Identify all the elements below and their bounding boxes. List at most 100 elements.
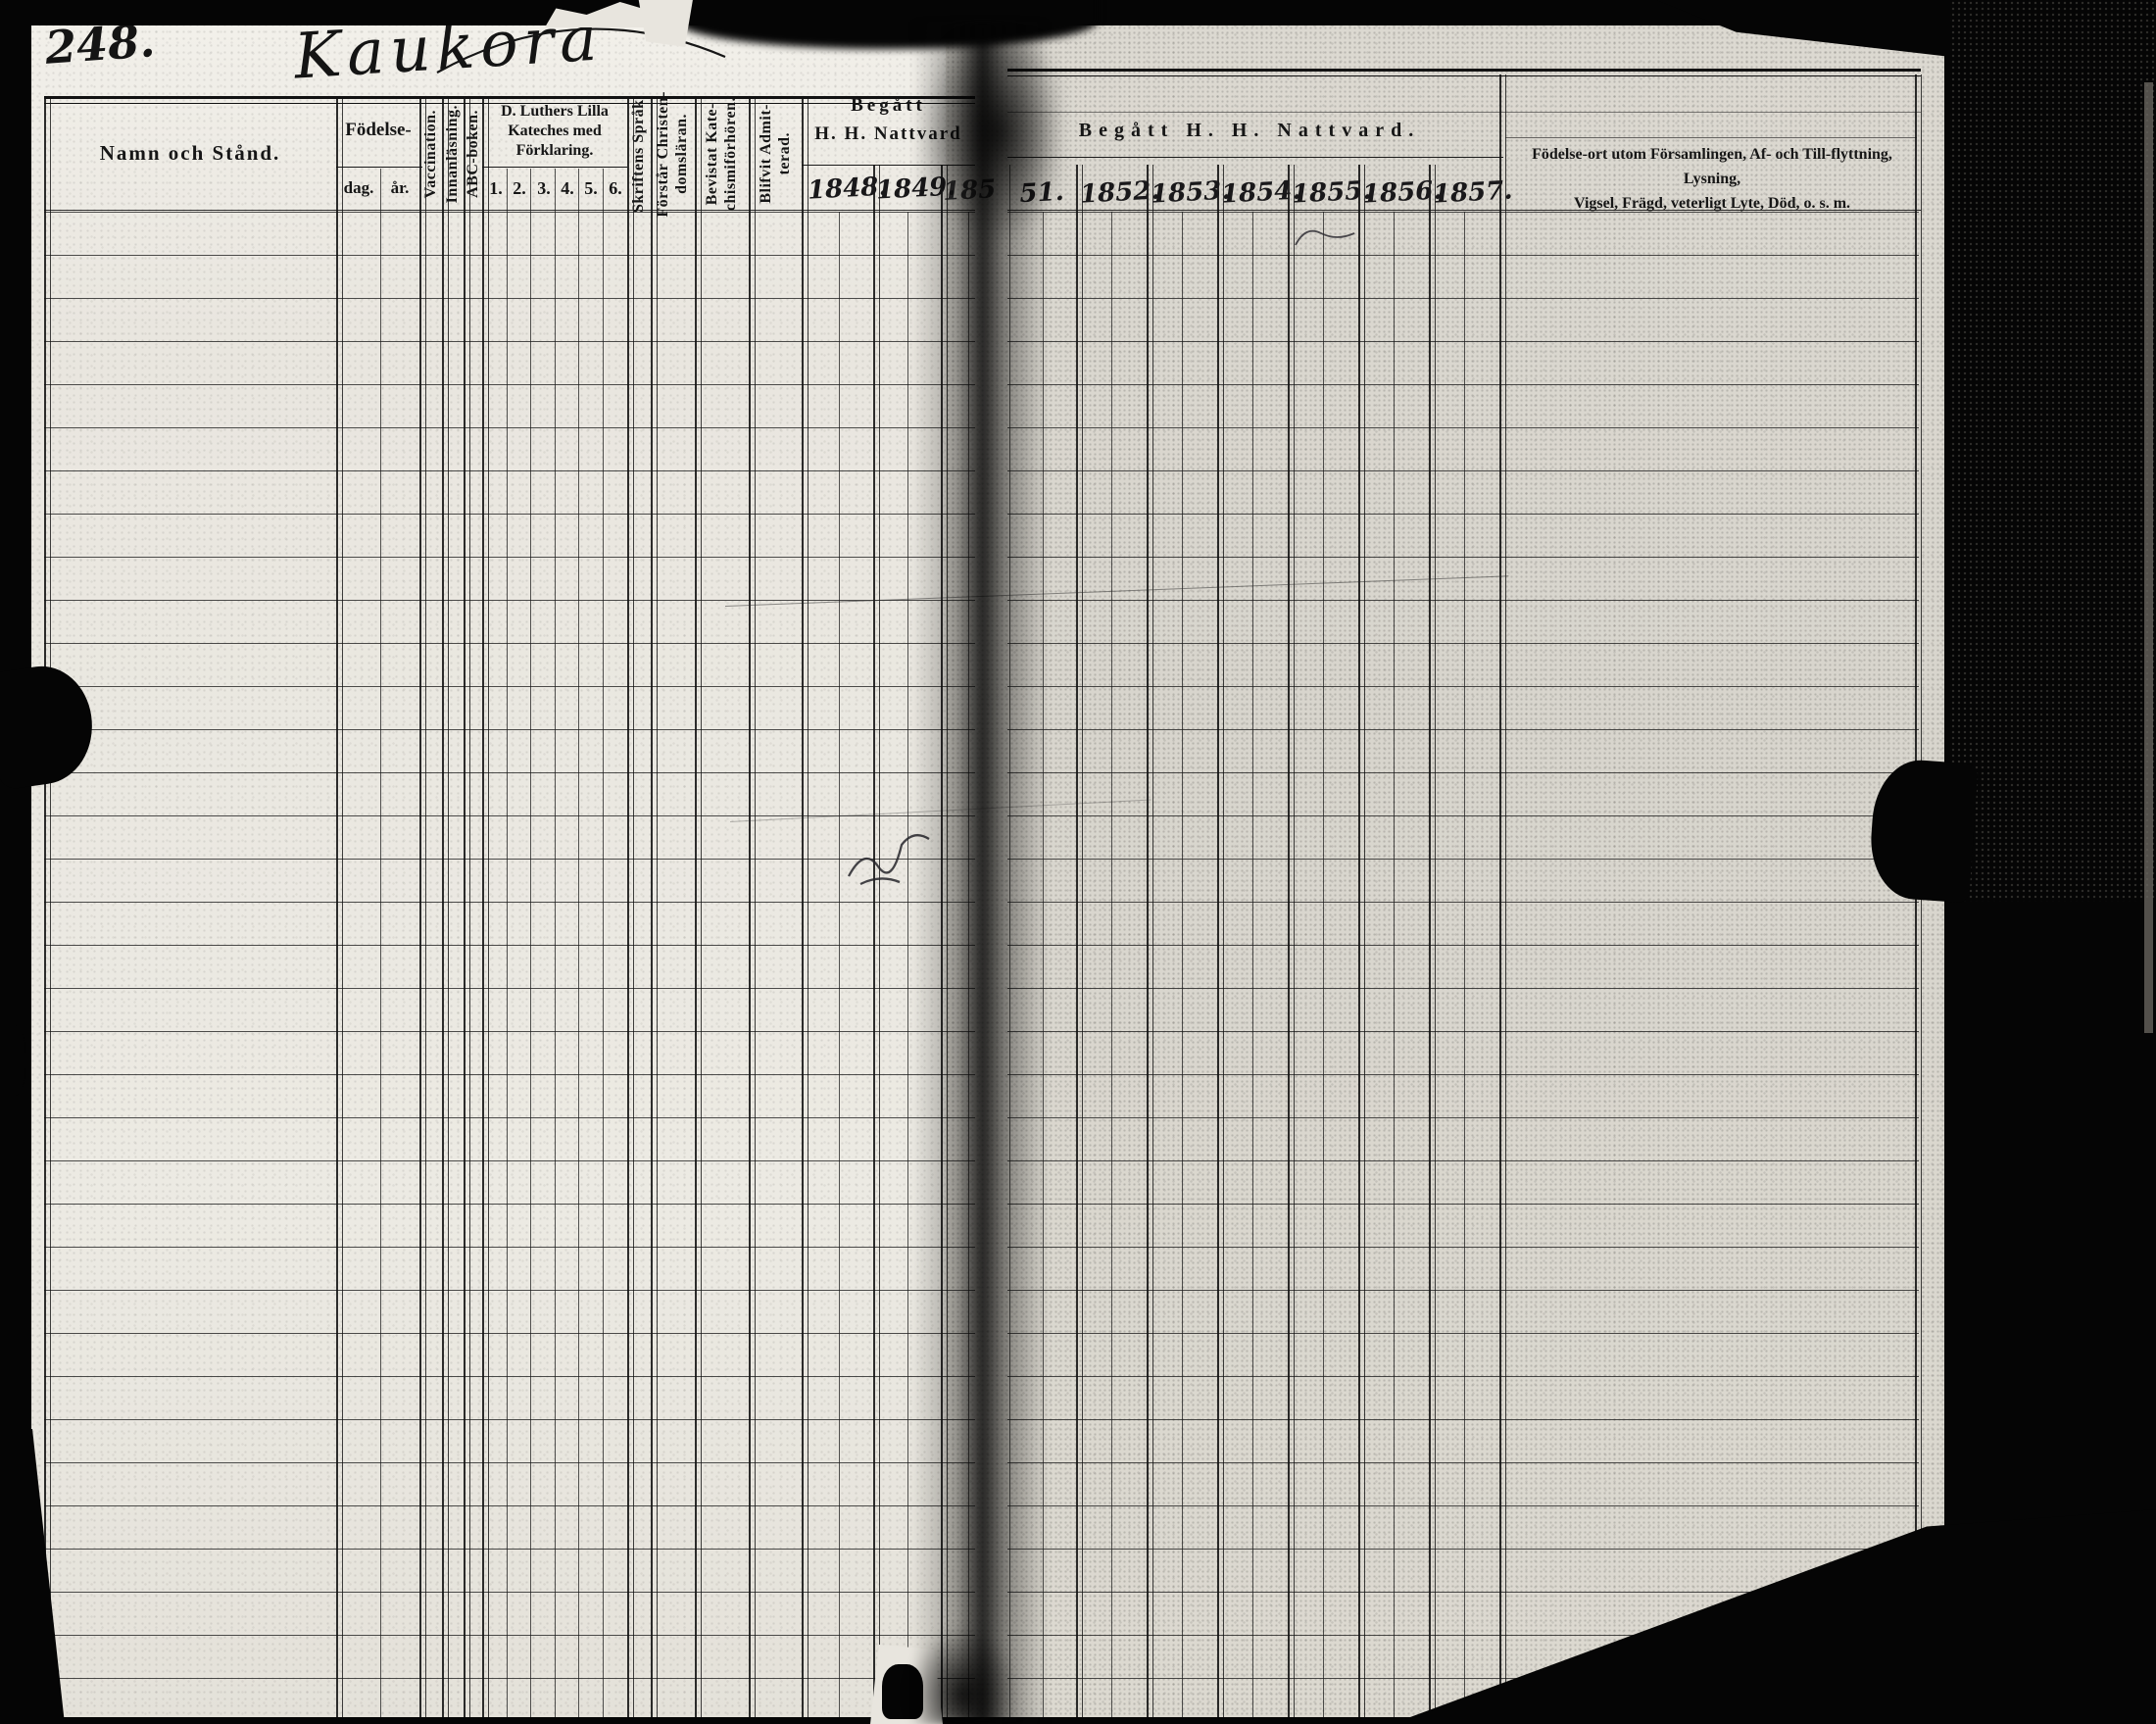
abc-boken-label: ABC-boken. [464,110,481,198]
subcol-ar: år. [390,178,410,197]
kateches-num-4: 4. [561,178,574,198]
vaccination-label: Vaccination. [421,109,439,199]
right-nattvard-header: Begått H. H. Nattvard. [1078,120,1421,141]
col-sep [555,169,556,1724]
col-header-forstar: Förstår Christen- domsläran. [651,91,695,218]
col-half-sep [1182,212,1183,1724]
kateches-num-2: 2. [513,178,526,198]
right-header-bottom-rule [1007,210,1921,211]
col-sep [873,165,880,1724]
notes-col-header: Födelse-ort utom Församlingen, Af- och T… [1507,143,1917,216]
photo-right-margin [1944,0,2156,1724]
col-sep [603,169,604,1724]
book-fold-shadow-bottom [909,1627,1017,1724]
blifvit-line2: terad. [775,132,793,175]
col-sep [627,98,634,1724]
col-header-bevistat: Bevistat Kate- chismiförhören. [695,96,749,212]
right-row-lines [1007,212,1919,1724]
year-1852: 1852. [1079,175,1161,210]
photo-bottom-strip [0,1717,2156,1724]
col-sep [530,169,531,1724]
col-sep [749,98,756,1724]
year-1853: 1853. [1150,175,1232,210]
kateches-sub-rule [482,167,627,168]
ink-squiggle-notes [1295,229,1355,246]
fodelse-sub-rule [336,167,422,168]
left-table-border [44,98,51,1724]
kateches-line1: D. Luthers Lilla [501,103,609,120]
kateches-line2: Kateches med [508,123,602,139]
col-header-namn: Namn och Stånd. [99,141,281,165]
col-half-sep [907,212,908,1724]
col-sep [1358,165,1365,1724]
col-sep [695,98,702,1724]
col-half-sep [1323,212,1324,1724]
book-fold-shadow [911,22,1049,1724]
col-sep [1147,165,1153,1724]
left-row-lines [44,212,975,1724]
left-nattvard-sub-rule [802,165,975,166]
year-1854: 1854. [1220,175,1302,210]
skriftens-label: Skriftens Språk. [630,94,647,214]
col-half-sep [1252,212,1253,1724]
year-1848: 1848. [807,172,889,206]
left-edge-notch [0,1025,25,1096]
forstar-line1: Förstår Christen- [655,90,671,218]
subcol-dag: dag. [343,178,374,197]
notes-line2: Vigsel, Frägd, veterligt Lyte, Död, o. s… [1573,194,1851,212]
col-sep [507,169,508,1724]
year-1855: 1855. [1291,175,1373,210]
bevistat-line2: chismiförhören. [722,96,739,212]
col-sep [419,98,426,1724]
kateches-num-5: 5. [584,178,598,198]
bevistat-line1: Bevistat Kate- [704,102,720,206]
right-edge-sliver [2144,82,2153,1033]
right-table-top-rule [1007,69,1921,76]
kateches-line3: Förklaring. [515,142,594,159]
right-margin-speckle [1950,0,2156,902]
right-faint-rule [1007,112,1921,113]
left-header-bottom-rule [44,210,975,211]
col-header-blifvit: Blifvit Admit- terad. [749,100,802,208]
col-header-abc-boken: ABC-boken. [464,100,482,208]
col-sep [1288,165,1295,1724]
col-half-sep [1111,212,1112,1724]
year-1856: 1856. [1361,175,1444,210]
col-sep [442,98,449,1724]
notes-col-sep [1499,74,1506,1724]
col-sep [651,98,658,1724]
col-half-sep [839,212,840,1724]
col-sep [380,169,381,1724]
col-sep [1217,165,1224,1724]
col-sep [464,98,470,1724]
top-tear-gutter [638,0,693,47]
col-sep [482,98,489,1724]
kateches-num-6: 6. [609,178,622,198]
kateches-num-1: 1. [489,178,503,198]
begatt-line1: Begått [851,95,926,116]
col-sep [336,98,343,1724]
right-nattvard-sub-rule [1007,157,1503,158]
col-sep [1429,165,1436,1724]
col-sep [1076,165,1083,1724]
year-1857: 1857. [1432,175,1514,210]
col-half-sep [1394,212,1395,1724]
col-header-kateches: D. Luthers Lilla Kateches med Förklaring… [482,102,627,161]
col-half-sep [1464,212,1465,1724]
title-flourish [436,27,726,74]
col-header-skriftens: Skriftens Språk. [627,95,651,213]
notes-top-rule [1505,137,1917,138]
blifvit-line1: Blifvit Admit- [757,104,774,204]
forstar-line2: domsläran. [673,114,690,194]
book-fold-shadow-top [921,39,1058,245]
col-header-innanlasning: Innanläsning. [442,100,464,208]
left-table-top-rule [44,96,975,104]
notes-line1: Födelse-ort utom Församlingen, Af- och T… [1532,146,1892,187]
col-sep [578,169,579,1724]
col-header-vaccination: Vaccination. [419,100,442,208]
kateches-num-3: 3. [537,178,551,198]
innanlasning-label: Innanläsning. [444,104,461,204]
col-sep [802,98,808,1724]
col-header-fodelse: Födelse- [345,120,412,140]
